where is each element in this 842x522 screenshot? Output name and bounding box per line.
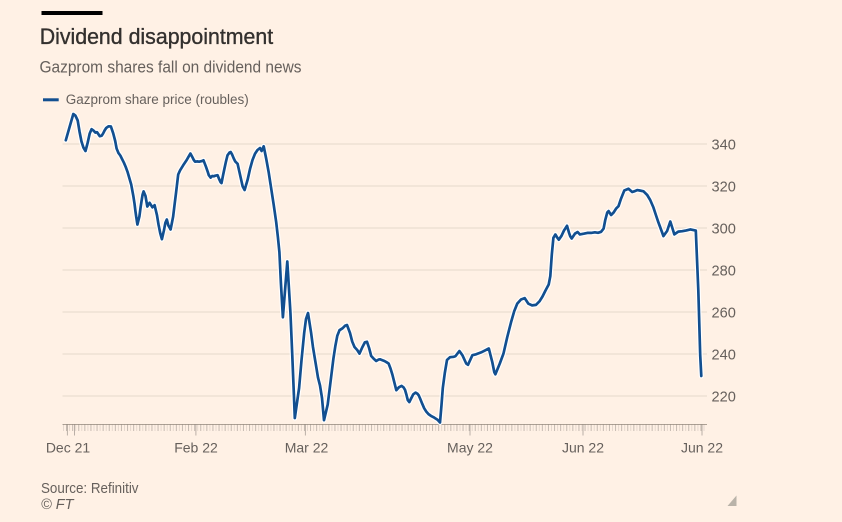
svg-text:Gazprom shares fall on dividen: Gazprom shares fall on dividend news: [40, 59, 302, 77]
svg-text:300: 300: [712, 221, 736, 237]
svg-text:Jun 22: Jun 22: [562, 440, 604, 456]
svg-text:Gazprom share price (roubles): Gazprom share price (roubles): [66, 92, 249, 107]
svg-text:Feb 22: Feb 22: [174, 440, 218, 456]
svg-text:340: 340: [712, 137, 736, 153]
svg-text:280: 280: [712, 263, 736, 279]
svg-text:220: 220: [712, 389, 736, 405]
svg-text:© FT: © FT: [41, 496, 75, 513]
svg-text:Jun 22: Jun 22: [681, 440, 723, 456]
svg-text:Dec 21: Dec 21: [46, 440, 91, 456]
svg-text:May 22: May 22: [447, 440, 493, 456]
svg-text:240: 240: [712, 347, 736, 363]
svg-text:Mar 22: Mar 22: [285, 440, 329, 456]
svg-text:Source: Refinitiv: Source: Refinitiv: [41, 480, 139, 497]
svg-text:320: 320: [712, 179, 736, 195]
svg-text:260: 260: [712, 305, 736, 321]
svg-text:Dividend disappointment: Dividend disappointment: [40, 24, 274, 49]
